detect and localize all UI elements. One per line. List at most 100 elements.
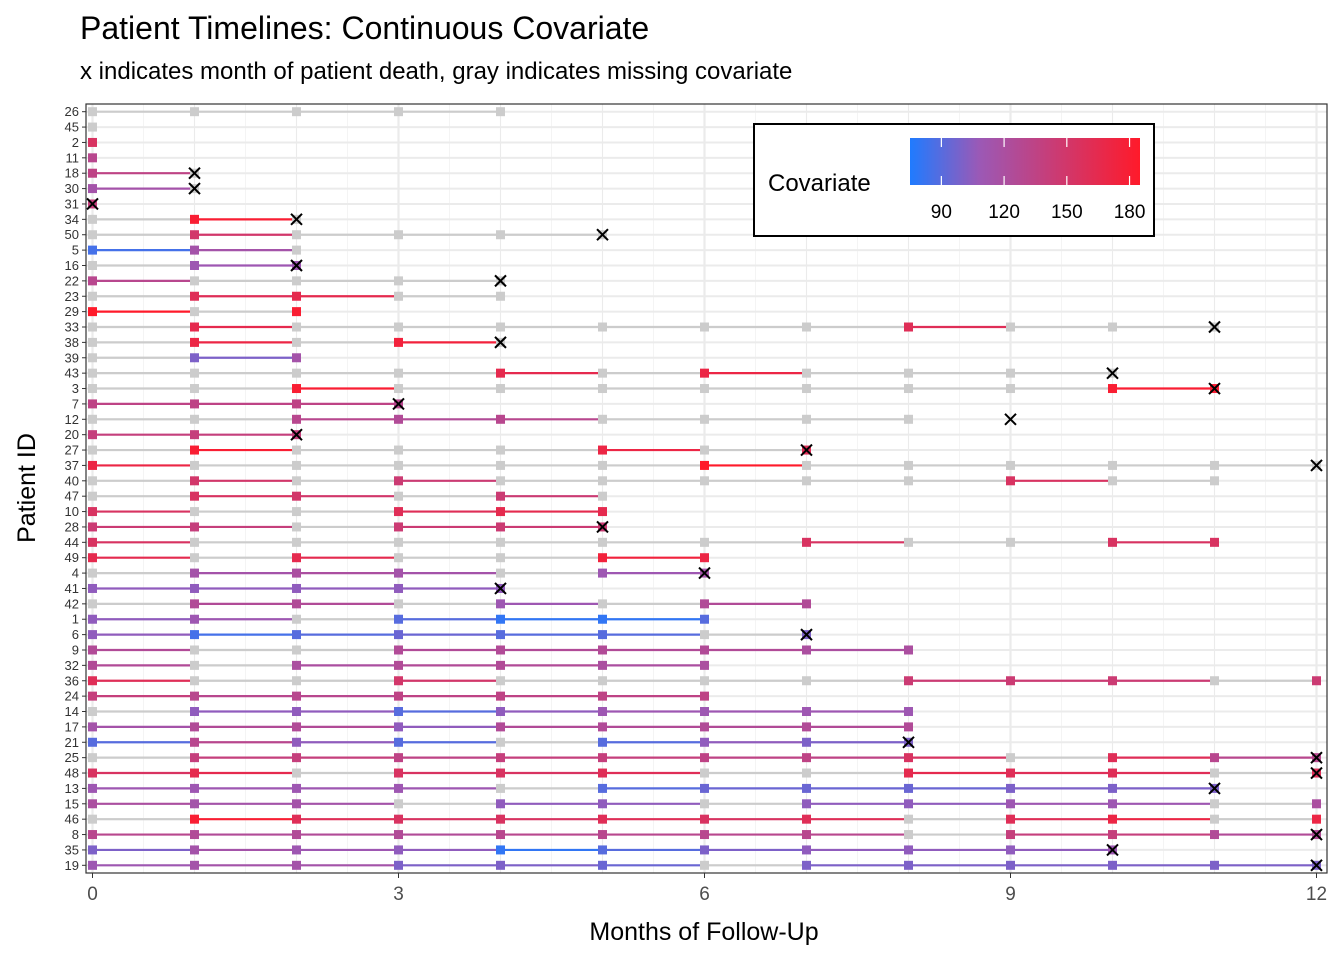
point-patient-49 [394,553,403,563]
y-tick-label: 44 [65,535,79,550]
point-patient-12 [190,414,199,424]
point-patient-19 [496,860,505,870]
y-tick-label: 40 [65,473,79,488]
point-patient-4 [190,568,199,578]
point-patient-37 [394,460,403,470]
point-patient-25 [1108,753,1117,763]
point-patient-6 [394,630,403,640]
point-patient-27 [700,445,709,455]
death-marker-25 [1310,751,1323,764]
death-marker-6 [800,628,813,641]
point-patient-15 [292,799,301,809]
y-tick-label: 38 [65,335,79,350]
point-patient-12 [802,414,811,424]
point-patient-17 [904,722,913,732]
point-patient-39 [88,353,97,363]
point-patient-13 [292,783,301,793]
death-marker-37 [1310,459,1323,472]
y-tick-label: 35 [65,842,79,857]
point-patient-10 [88,507,97,517]
y-tick-label: 46 [65,812,79,827]
point-patient-41 [190,583,199,593]
point-patient-4 [292,568,301,578]
point-patient-27 [190,445,199,455]
point-patient-3 [88,384,97,394]
point-patient-46 [802,814,811,824]
point-patient-36 [700,676,709,686]
point-patient-24 [190,691,199,701]
point-patient-19 [598,860,607,870]
y-tick-label: 37 [65,458,79,473]
point-patient-34 [88,214,97,224]
y-tick-label: 10 [65,504,79,519]
point-patient-40 [1210,476,1219,486]
point-patient-46 [598,814,607,824]
point-patient-14 [802,707,811,717]
point-patient-46 [190,814,199,824]
point-patient-28 [496,522,505,532]
y-tick-label: 12 [65,412,79,427]
point-patient-14 [88,707,97,717]
point-patient-36 [1312,676,1321,686]
death-marker-41 [494,582,507,595]
y-tick-label: 5 [72,243,79,258]
y-tick-label: 21 [65,735,79,750]
point-patient-49 [88,553,97,563]
point-patient-3 [802,384,811,394]
point-patient-37 [292,460,301,470]
point-patient-25 [1006,753,1015,763]
y-tick-label: 8 [72,827,79,842]
point-patient-9 [190,645,199,655]
point-patient-41 [394,583,403,593]
point-patient-15 [394,799,403,809]
point-patient-13 [904,783,913,793]
point-patient-32 [292,660,301,670]
point-patient-6 [190,630,199,640]
point-patient-48 [394,768,403,778]
point-patient-43 [292,368,301,378]
point-patient-28 [88,522,97,532]
y-tick-label: 25 [65,750,79,765]
point-patient-46 [292,814,301,824]
point-patient-49 [700,553,709,563]
point-patient-6 [292,630,301,640]
point-patient-36 [496,676,505,686]
death-marker-16 [290,259,303,272]
point-patient-8 [190,830,199,840]
point-patient-37 [802,460,811,470]
y-tick-label: 50 [65,227,79,242]
point-patient-6 [88,630,97,640]
point-patient-46 [394,814,403,824]
point-patient-37 [1006,460,1015,470]
chart-title: Patient Timelines: Continuous Covariate [80,10,650,46]
point-patient-9 [700,645,709,655]
y-tick-label: 23 [65,289,79,304]
point-patient-8 [1210,830,1219,840]
point-patient-4 [496,568,505,578]
point-patient-43 [496,368,505,378]
point-patient-12 [292,414,301,424]
point-patient-14 [496,707,505,717]
point-patient-46 [1312,814,1321,824]
point-patient-48 [802,768,811,778]
point-patient-44 [1006,537,1015,547]
point-patient-19 [88,860,97,870]
y-tick-label: 27 [65,443,79,458]
y-tick-label: 45 [65,120,79,135]
point-patient-14 [700,707,709,717]
point-patient-44 [1210,537,1219,547]
y-tick-label: 17 [65,719,79,734]
point-patient-50 [190,230,199,240]
point-patient-48 [598,768,607,778]
point-patient-15 [700,799,709,809]
legend-tick-label: 90 [931,202,952,223]
point-patient-27 [88,445,97,455]
point-patient-20 [190,430,199,440]
death-marker-13 [1208,782,1221,795]
point-patient-17 [88,722,97,732]
point-patient-24 [598,691,607,701]
point-patient-37 [598,460,607,470]
point-patient-15 [88,799,97,809]
point-patient-49 [598,553,607,563]
point-patient-36 [802,676,811,686]
